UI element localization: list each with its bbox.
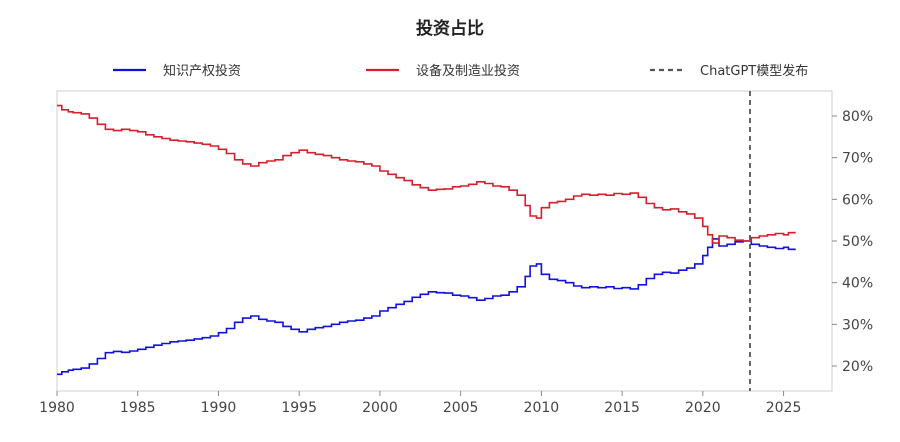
y-axis: 20% 30% 40% 50% 60% 70% 80% xyxy=(832,109,873,375)
x-tick-label: 2025 xyxy=(766,400,802,416)
x-tick-label: 2010 xyxy=(524,400,560,416)
legend: 知识产权投资 设备及制造业投资 ChatGPT模型发布 xyxy=(113,63,808,79)
series-line-0 xyxy=(57,238,796,376)
y-tick-label: 80% xyxy=(842,109,873,125)
chart-title: 投资占比 xyxy=(416,19,484,39)
x-tick-label: 1995 xyxy=(281,400,317,416)
series-layer xyxy=(57,104,796,376)
legend-label: 知识产权投资 xyxy=(163,63,241,79)
legend-label: 设备及制造业投资 xyxy=(416,63,520,79)
plot-frame xyxy=(56,90,833,392)
x-tick-label: 2000 xyxy=(362,400,398,416)
series-line-1 xyxy=(57,104,796,244)
y-tick-label: 20% xyxy=(842,359,873,375)
y-tick-label: 50% xyxy=(842,234,873,250)
x-tick-label: 2015 xyxy=(604,400,640,416)
y-tick-label: 30% xyxy=(842,317,873,333)
x-tick-label: 1980 xyxy=(39,400,75,416)
x-tick-label: 1990 xyxy=(201,400,237,416)
x-tick-label: 2020 xyxy=(685,400,721,416)
y-tick-label: 60% xyxy=(842,192,873,208)
x-tick-label: 1985 xyxy=(120,400,156,416)
y-tick-label: 70% xyxy=(842,151,873,167)
legend-label: ChatGPT模型发布 xyxy=(700,63,808,79)
x-tick-label: 2005 xyxy=(443,400,479,416)
y-tick-label: 40% xyxy=(842,276,873,292)
x-axis: 1980 1985 1990 1995 2000 2005 2010 2015 2020 2025 xyxy=(39,391,801,416)
